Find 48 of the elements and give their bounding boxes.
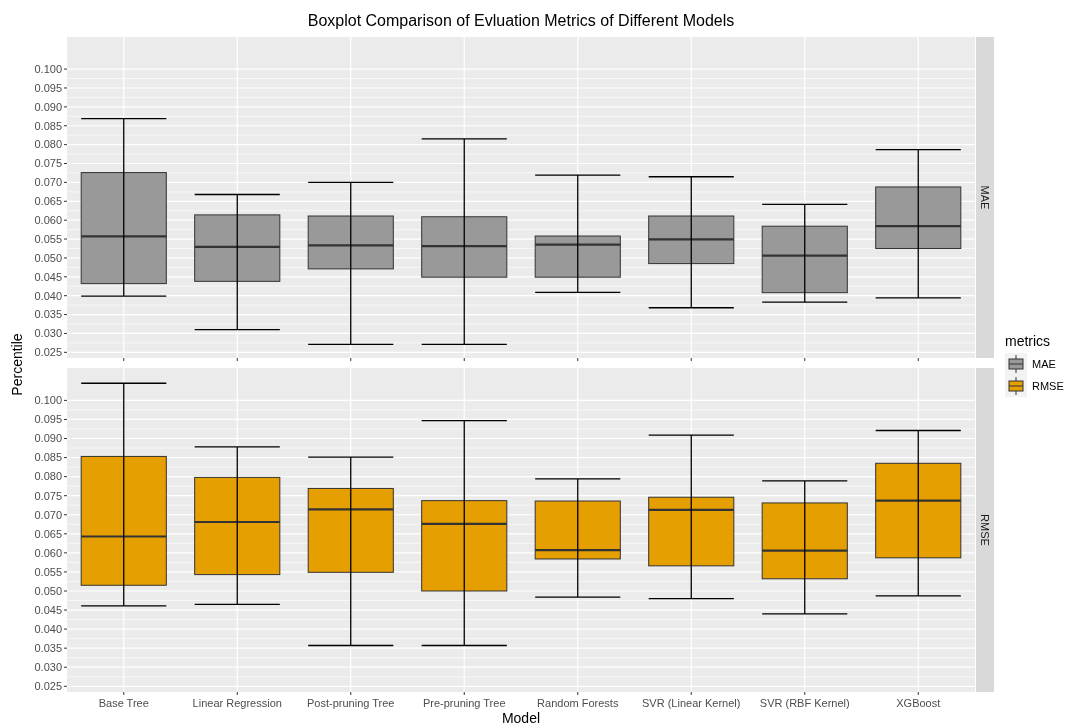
legend-label: RMSE: [1032, 379, 1064, 392]
legend-label: MAE: [1032, 357, 1056, 370]
text: MAE: [979, 185, 992, 210]
y-tick-label: 0.080: [34, 138, 62, 151]
y-tick-label: 0.055: [34, 232, 62, 245]
y-tick-label: 0.030: [34, 661, 62, 674]
y-tick-label: 0.100: [34, 394, 62, 407]
y-tick-label: 0.040: [34, 289, 62, 302]
y-axis-title: Percentile: [9, 333, 25, 396]
y-tick-label: 0.050: [34, 584, 62, 597]
y-tick-label: 0.045: [34, 603, 62, 616]
y-tick-label: 0.065: [34, 195, 62, 208]
x-tick-label: Pre-pruning Tree: [422, 697, 506, 709]
x-tick-label: SVR (Linear Kernel): [642, 697, 741, 709]
legend-title: metrics: [1005, 333, 1051, 349]
y-tick-label: 0.025: [34, 680, 62, 693]
chart-title: Boxplot Comparison of Evluation Metrics of Different Models: [307, 12, 735, 29]
y-tick-label: 0.090: [34, 100, 62, 113]
x-axis-title: Model: [501, 710, 541, 726]
y-tick-label: 0.035: [34, 308, 62, 321]
y-tick-label: 0.080: [34, 470, 62, 483]
y-tick-label: 0.070: [34, 508, 62, 521]
y-tick-label: 0.045: [34, 270, 62, 283]
y-tick-label: 0.055: [34, 565, 62, 578]
x-tick-label: Base Tree: [98, 697, 149, 709]
y-tick-label: 0.095: [34, 81, 62, 94]
y-tick-label: 0.065: [34, 527, 62, 540]
y-tick-label: 0.100: [34, 62, 62, 75]
y-tick-label: 0.075: [34, 489, 62, 502]
y-tick-label: 0.085: [34, 451, 62, 464]
y-tick-label: 0.060: [34, 546, 62, 559]
y-tick-label: 0.095: [34, 413, 62, 426]
text: RMSE: [979, 514, 992, 546]
x-tick-label: XGBoost: [896, 697, 941, 709]
y-tick-label: 0.090: [34, 432, 62, 445]
x-tick-label: SVR (RBF Kernel): [759, 697, 850, 709]
y-tick-label: 0.040: [34, 622, 62, 635]
y-tick-label: 0.075: [34, 157, 62, 170]
y-tick-label: 0.070: [34, 176, 62, 189]
x-tick-label: Random Forests: [537, 697, 619, 709]
y-tick-label: 0.085: [34, 119, 62, 132]
x-tick-label: Post-pruning Tree: [307, 697, 395, 709]
y-tick-label: 0.030: [34, 327, 62, 340]
y-tick-label: 0.050: [34, 251, 62, 264]
y-tick-label: 0.025: [34, 346, 62, 359]
x-tick-label: Linear Regression: [192, 697, 282, 709]
y-tick-label: 0.060: [34, 214, 62, 227]
y-tick-label: 0.035: [34, 642, 62, 655]
